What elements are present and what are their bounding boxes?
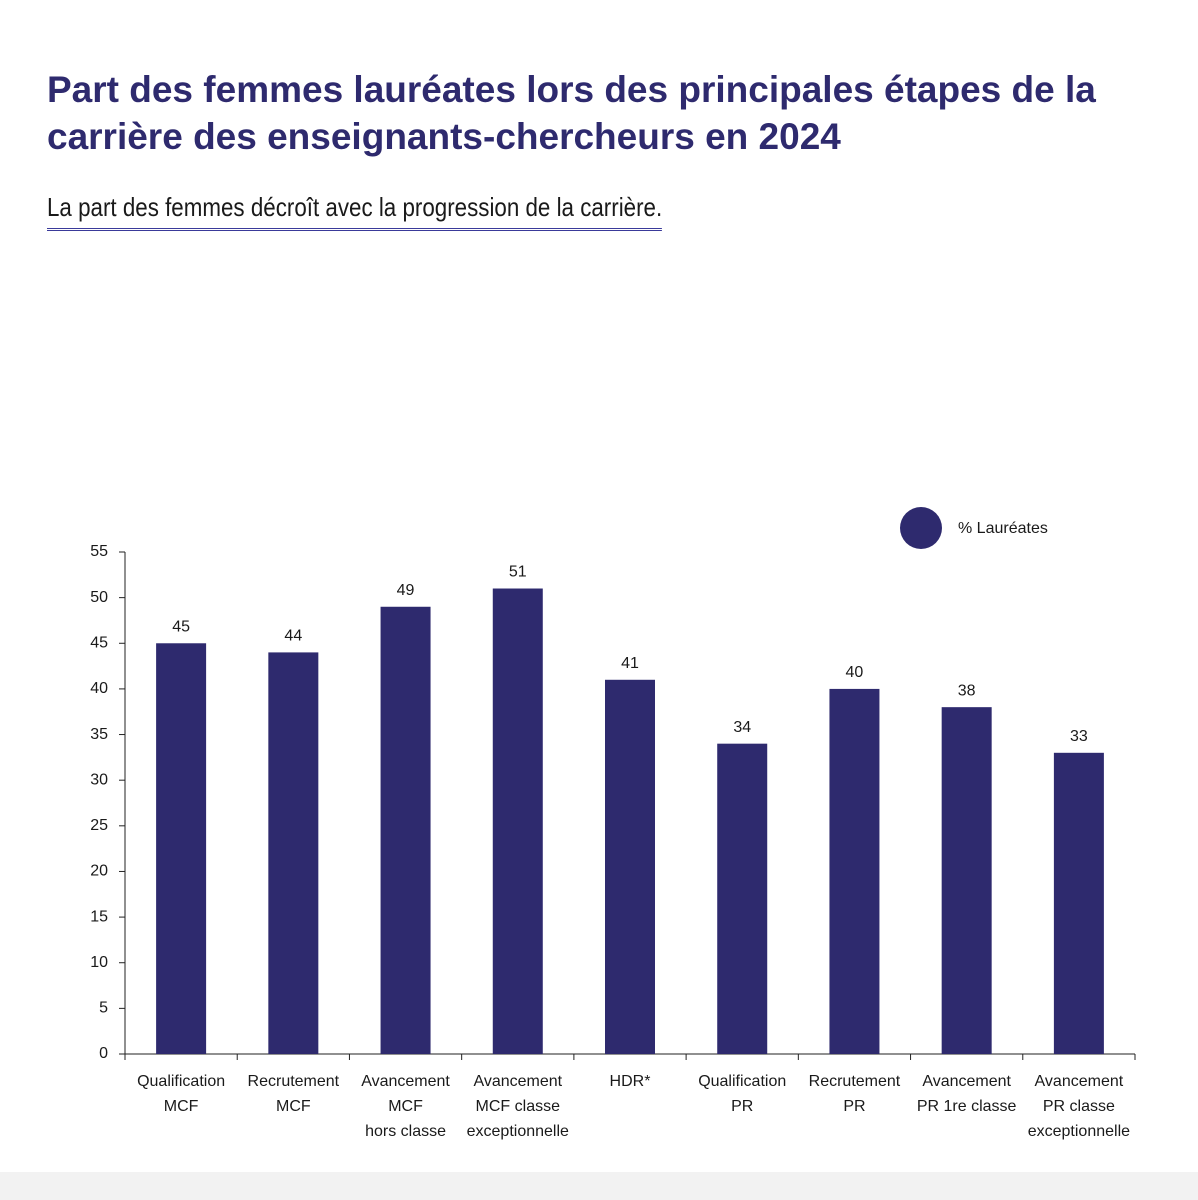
x-tick-label: MCF bbox=[276, 1098, 311, 1115]
bar bbox=[717, 743, 768, 1054]
y-tick-label: 15 bbox=[90, 908, 108, 925]
bar bbox=[268, 652, 319, 1054]
x-tick-label: Avancement bbox=[473, 1073, 562, 1090]
value-label: 33 bbox=[1070, 728, 1088, 745]
x-tick-label: PR classe bbox=[1043, 1098, 1115, 1115]
bar bbox=[380, 606, 431, 1054]
value-label: 34 bbox=[733, 719, 751, 736]
bar bbox=[1053, 752, 1104, 1054]
y-tick-label: 25 bbox=[90, 817, 108, 834]
x-tick-label: Qualification bbox=[698, 1073, 786, 1090]
x-tick-label: MCF bbox=[164, 1098, 199, 1115]
y-tick-label: 10 bbox=[90, 954, 108, 971]
x-tick-label: exceptionnelle bbox=[1028, 1123, 1130, 1140]
value-label: 40 bbox=[846, 664, 864, 681]
x-tick-label: Avancement bbox=[1035, 1073, 1124, 1090]
y-tick-label: 0 bbox=[99, 1045, 108, 1062]
x-tick-label: PR bbox=[731, 1098, 753, 1115]
bar bbox=[941, 707, 992, 1054]
x-tick-label: Recrutement bbox=[248, 1073, 340, 1090]
x-tick-label: Qualification bbox=[137, 1073, 225, 1090]
chart-subtitle: La part des femmes décroît avec la progr… bbox=[47, 192, 663, 231]
x-tick-label: HDR* bbox=[610, 1073, 651, 1090]
x-tick-label: MCF classe bbox=[476, 1098, 561, 1115]
value-label: 44 bbox=[284, 628, 302, 645]
bar bbox=[605, 679, 655, 1054]
x-tick-label: hors classe bbox=[365, 1123, 446, 1140]
y-tick-label: 20 bbox=[90, 863, 108, 880]
y-tick-label: 40 bbox=[90, 680, 108, 697]
x-tick-label: PR bbox=[843, 1098, 865, 1115]
legend-label: % Lauréates bbox=[958, 520, 1048, 537]
bar bbox=[492, 588, 543, 1054]
value-label: 49 bbox=[397, 582, 415, 599]
x-tick-label: Recrutement bbox=[809, 1073, 901, 1090]
y-tick-label: 45 bbox=[90, 634, 108, 651]
y-tick-label: 50 bbox=[90, 589, 108, 606]
value-label: 45 bbox=[172, 618, 190, 635]
x-tick-label: PR 1re classe bbox=[917, 1098, 1017, 1115]
chart-title: Part des femmes lauréates lors des princ… bbox=[47, 69, 1096, 157]
legend-swatch bbox=[900, 507, 942, 549]
y-tick-label: 35 bbox=[90, 726, 108, 743]
value-label: 38 bbox=[958, 682, 976, 699]
footer-strip bbox=[0, 1172, 1198, 1200]
x-tick-label: MCF bbox=[388, 1098, 423, 1115]
y-tick-label: 30 bbox=[90, 771, 108, 788]
x-tick-label: Avancement bbox=[922, 1073, 1011, 1090]
bar bbox=[156, 643, 207, 1054]
y-tick-label: 5 bbox=[99, 1000, 108, 1017]
value-label: 51 bbox=[509, 564, 527, 581]
bar bbox=[829, 688, 880, 1054]
value-label: 41 bbox=[621, 655, 639, 672]
x-tick-label: exceptionnelle bbox=[467, 1123, 569, 1140]
x-tick-label: Avancement bbox=[361, 1073, 450, 1090]
y-tick-label: 55 bbox=[90, 543, 108, 560]
